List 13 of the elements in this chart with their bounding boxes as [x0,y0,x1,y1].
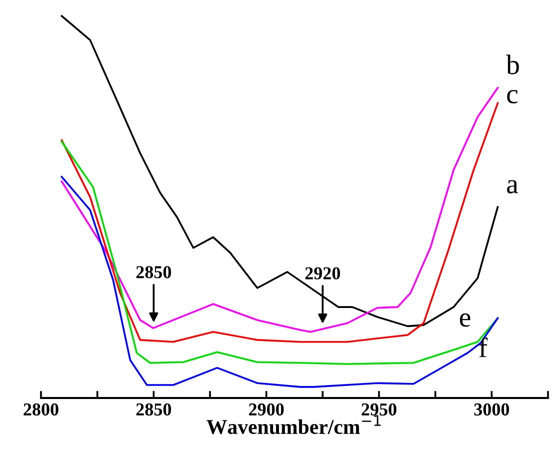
annotation: 2920 [305,267,340,280]
series-label: b [506,54,519,74]
series-label: c [507,90,518,104]
series-label: e [460,313,470,327]
x-tick-label: 2800 [24,403,58,416]
series-label: f [479,337,488,358]
x-tick-label: 2850 [136,403,172,416]
x-axis-title: Wavenumber/cm$^{−1}$ [206,415,381,434]
series-label: a [507,180,518,194]
x-tick-label: 3000 [474,403,510,416]
x-tick-label: 2900 [249,403,284,416]
x-tick-label: 2950 [362,403,396,416]
annotation: 2850 [136,266,172,278]
